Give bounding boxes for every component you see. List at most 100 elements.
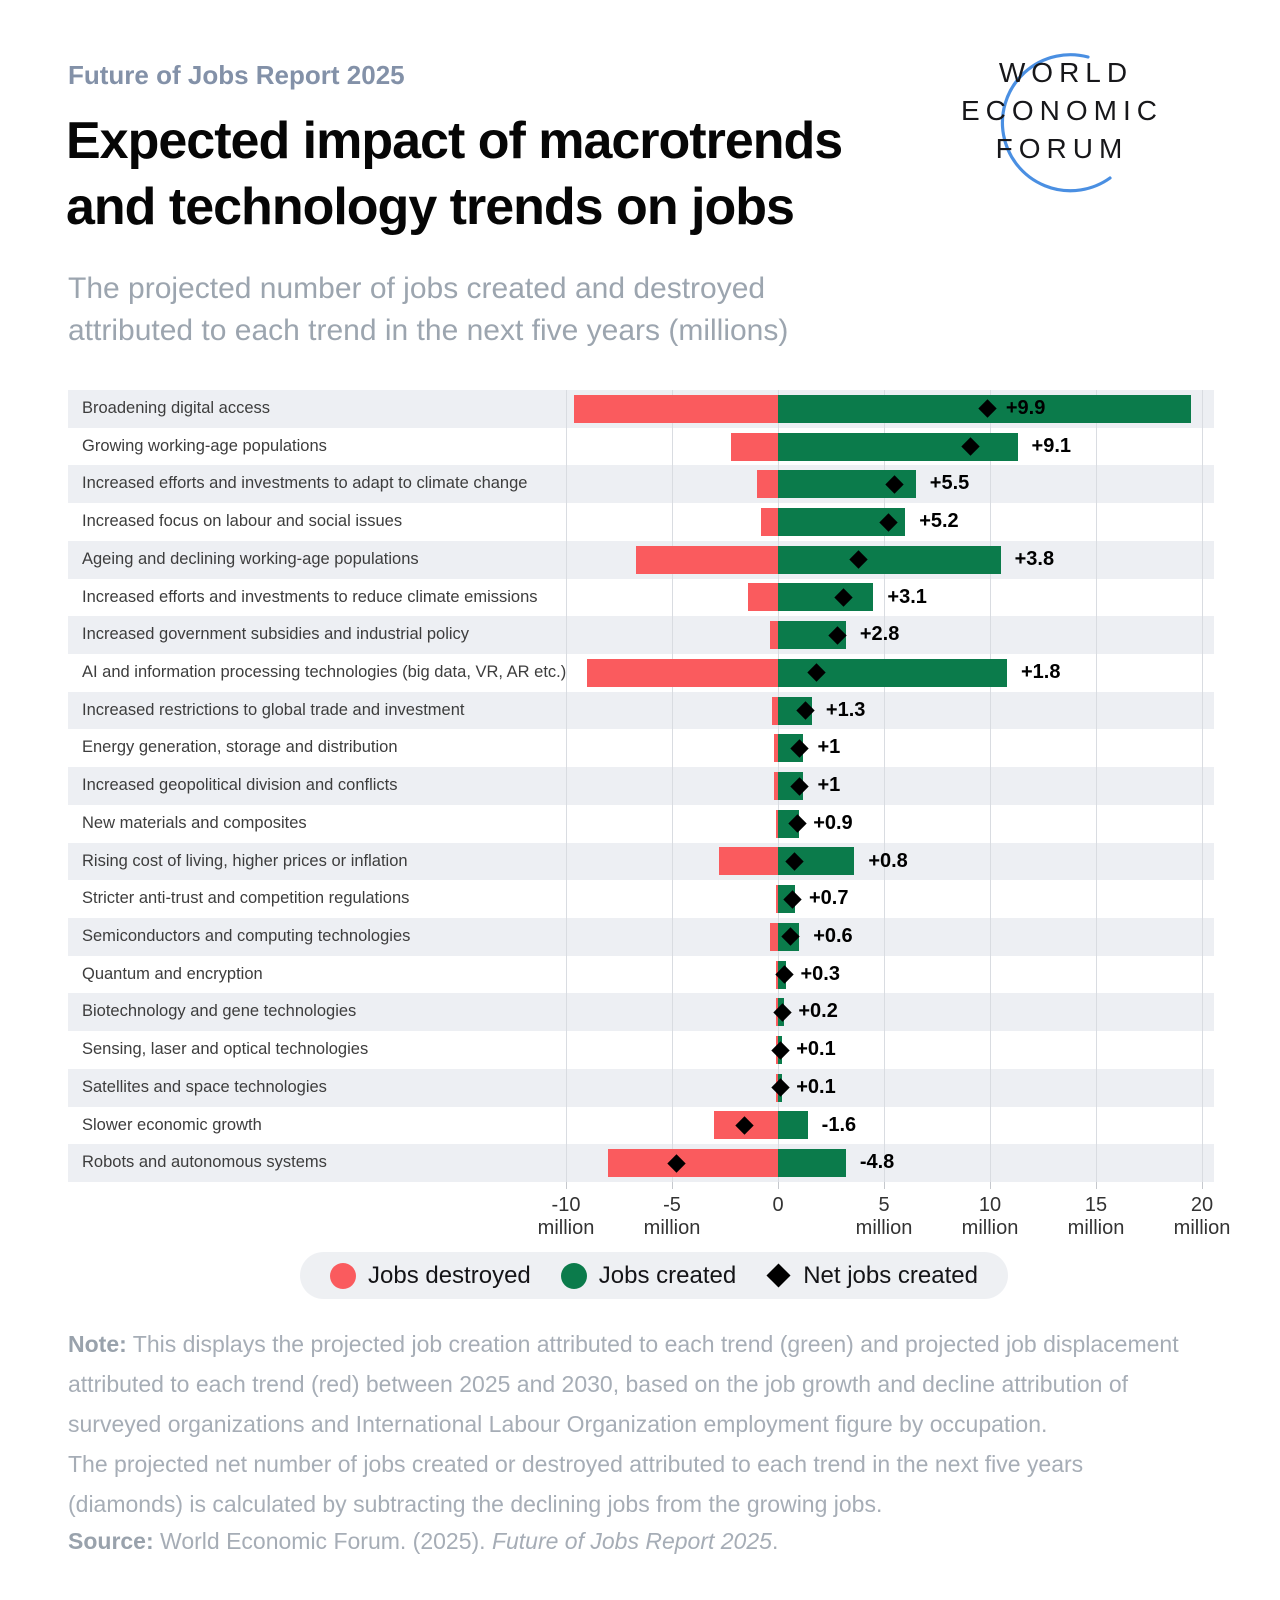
net-value-label: +3.8 (1014, 547, 1055, 570)
diamond-swatch-icon (766, 1263, 791, 1288)
axis-tick-label: 15 million (1068, 1194, 1125, 1240)
net-value-label: +9.1 (1031, 434, 1072, 457)
chart-legend: Jobs destroyed Jobs created Net jobs creat… (300, 1252, 1008, 1299)
net-value-label: +5.2 (919, 510, 959, 533)
net-value-label: +0.7 (808, 887, 849, 910)
trend-row: Stricter anti-trust and competition regu… (68, 880, 1214, 918)
trend-label: Quantum and encryption (82, 964, 263, 983)
gridline (990, 390, 991, 1182)
axis-tickmark (884, 1182, 885, 1189)
axis-tick-unit: million (643, 1217, 701, 1239)
axis-tick-label: 5 million (856, 1194, 913, 1240)
trend-label: Stricter anti-trust and competition regu… (82, 889, 410, 908)
axis-tick-number: -10 (551, 1194, 581, 1216)
trend-label: Increased efforts and investments to red… (82, 587, 538, 606)
source-period: . (771, 1528, 779, 1554)
net-value-label: -1.6 (821, 1113, 857, 1136)
net-value-label: -4.8 (859, 1151, 895, 1174)
axis-tickmark (1096, 1182, 1097, 1189)
net-value-label: +0.9 (813, 811, 853, 834)
jobs-created-bar (778, 545, 1001, 574)
trend-row: Quantum and encryption (68, 956, 1214, 994)
jobs-destroyed-bar (773, 772, 778, 800)
diverging-bar-chart: Broadening digital access Growing working… (68, 390, 1230, 1239)
jobs-destroyed-bar (761, 508, 778, 536)
net-value-label: +0.2 (798, 1000, 838, 1023)
trend-label: Sensing, laser and optical technologies (82, 1040, 369, 1059)
axis-tick-unit: million (961, 1217, 1019, 1239)
trend-row: Semiconductors and computing technologie… (68, 918, 1214, 956)
net-value-label: +0.1 (796, 1038, 836, 1061)
wef-logo-line2: ECONOMIC (961, 95, 1163, 126)
trend-label: Increased geopolitical division and conf… (82, 776, 398, 795)
trend-label: New materials and composites (82, 813, 307, 832)
jobs-destroyed-bar (718, 847, 778, 876)
net-value-label: +9.9 (1005, 397, 1046, 419)
jobs-destroyed-bar (731, 432, 778, 461)
net-value-label: +0.6 (813, 925, 853, 947)
axis-tick-label: 0 (772, 1194, 783, 1217)
source-line: Source: World Economic Forum. (2025). Fu… (68, 1528, 778, 1555)
wef-logo-arc (1000, 53, 1112, 193)
circle-swatch-icon (560, 1262, 587, 1289)
jobs-created-bar (778, 1149, 846, 1178)
trend-row: AI and information processing technologi… (68, 654, 1214, 692)
legend-label: Jobs destroyed (368, 1261, 531, 1289)
net-value-label: +3.1 (887, 585, 927, 608)
trend-label: Increased government subsidies and indus… (82, 625, 470, 644)
jobs-destroyed-bar (574, 394, 778, 423)
axis-tick-label: 10 million (962, 1194, 1019, 1240)
axis-tickmark (566, 1182, 567, 1189)
axis-tick-unit: million (537, 1217, 595, 1239)
trend-label: Increased focus on labour and social iss… (82, 512, 403, 531)
axis-tickmark (990, 1182, 991, 1189)
trend-row: Rising cost of living, higher prices or … (68, 842, 1214, 881)
wef-logo-line3: FORUM (996, 133, 1129, 164)
trend-label: Rising cost of living, higher prices or … (82, 851, 408, 870)
jobs-destroyed-bar (769, 621, 778, 650)
trend-row: Increased government subsidies and indus… (68, 616, 1214, 654)
jobs-created-bar (778, 583, 874, 612)
wef-logo-line1: WORLD (999, 57, 1133, 88)
jobs-destroyed-bar (748, 583, 778, 612)
gridline (884, 390, 885, 1182)
source-title-italic: Future of Jobs Report 2025 (491, 1528, 772, 1554)
trend-row: Increased restrictions to global trade a… (68, 691, 1214, 730)
trend-label: Broadening digital access (82, 399, 271, 417)
trend-label: Slower economic growth (82, 1115, 262, 1134)
trend-row: Increased efforts and investments to ada… (68, 465, 1214, 504)
trend-label: Increased efforts and investments to ada… (82, 474, 528, 493)
legend-label: Jobs created (598, 1261, 737, 1289)
axis-tick-unit: million (855, 1217, 913, 1239)
circle-swatch-icon (330, 1262, 356, 1289)
trend-label: Increased restrictions to global trade a… (82, 700, 465, 719)
trend-label: Biotechnology and gene technologies (82, 1002, 357, 1021)
jobs-destroyed-bar (635, 545, 778, 574)
axis-tick-unit: million (1067, 1217, 1125, 1239)
jobs-created-bar (778, 1111, 808, 1140)
legend-item: Jobs destroyed (330, 1262, 531, 1290)
jobs-destroyed-bar (773, 734, 778, 763)
page-subtitle: The projected number of jobs created and… (68, 272, 789, 347)
trend-label: Energy generation, storage and distribut… (82, 738, 398, 757)
report-eyebrow: Future of Jobs Report 2025 (68, 60, 405, 90)
net-value-label: +1 (817, 736, 841, 759)
trend-row: Biotechnology and gene technologies (68, 993, 1214, 1032)
legend-item: Jobs created (560, 1261, 737, 1290)
net-value-label: +2.8 (859, 623, 900, 646)
trend-row: Slower economic growth (68, 1107, 1214, 1145)
net-jobs-diamond (770, 1078, 790, 1097)
axis-tick-number: 15 (1084, 1194, 1108, 1216)
axis-tick-number: 20 (1190, 1194, 1214, 1216)
axis-tick-label: -10 million (538, 1194, 595, 1240)
page-title: Expected impact of macrotrends and techn… (66, 112, 843, 236)
net-value-label: +0.1 (796, 1075, 836, 1098)
gridline (1096, 390, 1097, 1182)
trend-row: New materials and composites (68, 805, 1214, 843)
jobs-destroyed-bar (771, 696, 778, 725)
trend-row: Increased focus on labour and social iss… (68, 503, 1214, 541)
trend-row: Satellites and space technologies (68, 1068, 1214, 1107)
jobs-destroyed-bar (775, 809, 778, 838)
net-value-label: +0.8 (868, 849, 908, 872)
